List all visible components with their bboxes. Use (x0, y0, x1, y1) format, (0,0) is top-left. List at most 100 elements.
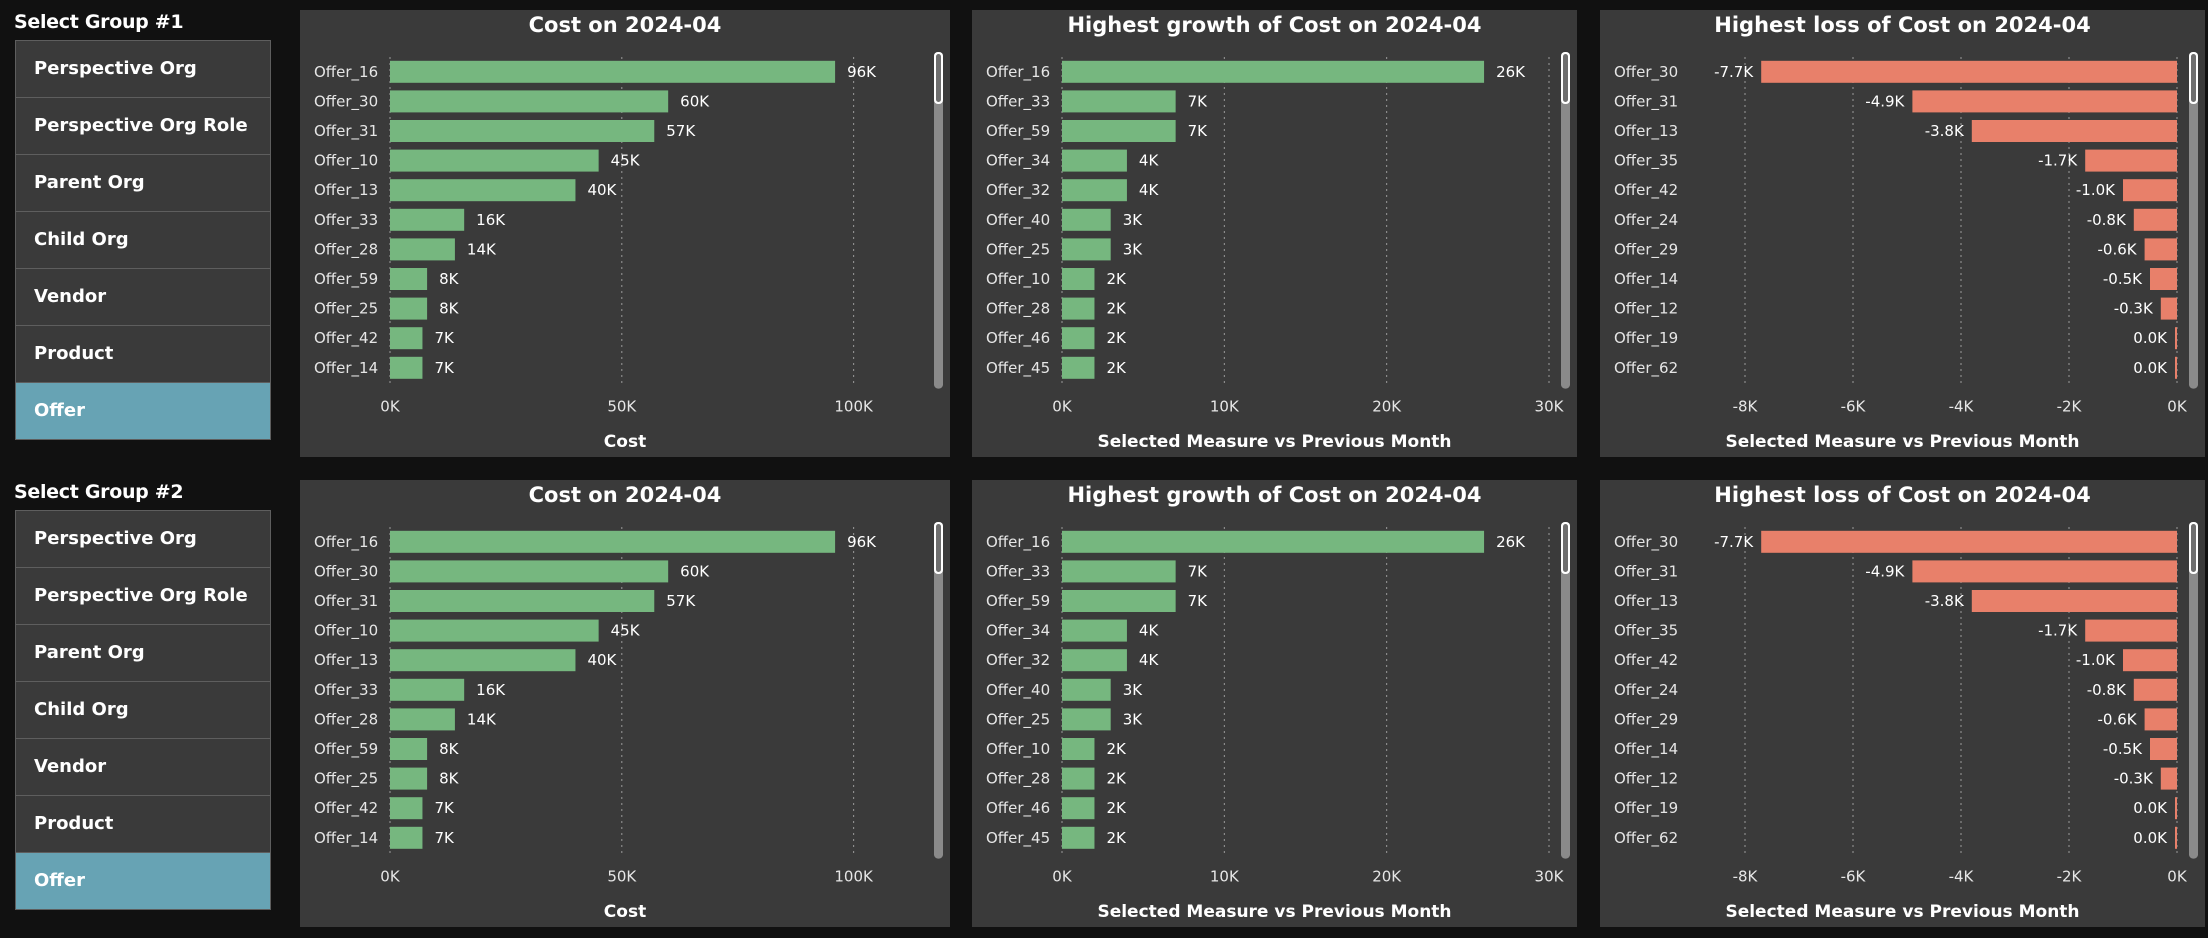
bar[interactable] (390, 120, 655, 142)
bar[interactable] (2144, 708, 2177, 731)
bar[interactable] (2133, 678, 2177, 701)
bar[interactable] (1062, 738, 1095, 760)
bar[interactable] (1062, 327, 1095, 350)
bar[interactable] (390, 356, 423, 379)
category-label: Offer_42 (314, 799, 378, 818)
bar[interactable] (2133, 208, 2177, 231)
bar[interactable] (2160, 297, 2177, 320)
bar[interactable] (390, 590, 655, 612)
category-label: Offer_45 (986, 829, 1050, 848)
bar[interactable] (1062, 120, 1176, 142)
bar[interactable] (1062, 678, 1111, 701)
bar[interactable] (2175, 356, 2177, 379)
bar[interactable] (390, 767, 428, 790)
bar[interactable] (390, 208, 465, 231)
bar[interactable] (390, 560, 669, 583)
scrollbar-track[interactable] (1561, 522, 1570, 859)
bar[interactable] (1062, 530, 1485, 553)
slicer-item-child-org[interactable]: Child Org (16, 212, 270, 269)
bar[interactable] (390, 826, 423, 849)
bar[interactable] (1062, 590, 1176, 612)
scrollbar-track[interactable] (2189, 522, 2198, 859)
bar[interactable] (1062, 356, 1095, 379)
scrollbar-track[interactable] (2189, 52, 2198, 389)
growth-chart-1: Highest growth of Cost on 2024-04 0K 10K 20… (972, 10, 1577, 457)
slicer-item-parent-org[interactable]: Parent Org (16, 625, 270, 682)
bar[interactable] (1062, 649, 1127, 672)
bar[interactable] (2150, 738, 2177, 760)
cost-chart-2: Cost on 2024-04 0K 50K 100K Offer_16 96K Offer… (300, 480, 950, 927)
bar[interactable] (1971, 590, 2177, 612)
data-label: 7K (1188, 122, 1209, 140)
chart-title: Highest loss of Cost on 2024-04 (1714, 483, 2090, 507)
slicer-item-perspective-org-role[interactable]: Perspective Org Role (16, 98, 270, 155)
slicer-item-perspective-org-role[interactable]: Perspective Org Role (16, 568, 270, 625)
bar[interactable] (390, 149, 599, 172)
bar[interactable] (1062, 297, 1095, 320)
bar[interactable] (1971, 120, 2177, 142)
bar[interactable] (2123, 179, 2177, 202)
bar[interactable] (1062, 238, 1111, 261)
bar[interactable] (390, 327, 423, 350)
bar[interactable] (1062, 60, 1485, 83)
scrollbar-track[interactable] (934, 52, 943, 389)
bar[interactable] (390, 678, 465, 701)
chart-title: Highest loss of Cost on 2024-04 (1714, 13, 2090, 37)
data-label: 2K (1106, 829, 1127, 847)
slicer-item-perspective-org[interactable]: Perspective Org (16, 511, 270, 568)
scrollbar-track[interactable] (1561, 52, 1570, 389)
bar[interactable] (390, 619, 599, 642)
category-label: Offer_59 (986, 122, 1050, 141)
bar[interactable] (1062, 560, 1176, 583)
slicer-item-offer[interactable]: Offer (16, 383, 270, 439)
bar[interactable] (1062, 767, 1095, 790)
slicer-item-product[interactable]: Product (16, 796, 270, 853)
bar[interactable] (390, 797, 423, 820)
bar[interactable] (390, 179, 576, 202)
bar[interactable] (2123, 649, 2177, 672)
x-tick-label: 0K (380, 398, 401, 416)
scrollbar-track[interactable] (934, 522, 943, 859)
bar[interactable] (390, 649, 576, 672)
bar[interactable] (390, 530, 836, 553)
bar[interactable] (1912, 560, 2177, 583)
bar[interactable] (390, 738, 428, 760)
bar[interactable] (2175, 797, 2177, 820)
bar[interactable] (1062, 208, 1111, 231)
bar[interactable] (2175, 327, 2177, 350)
bar[interactable] (1761, 60, 2177, 83)
bar[interactable] (1912, 90, 2177, 113)
data-label: -0.3K (2114, 770, 2154, 788)
bar[interactable] (1062, 797, 1095, 820)
slicer-item-parent-org[interactable]: Parent Org (16, 155, 270, 212)
bar[interactable] (2085, 619, 2177, 642)
slicer-item-vendor[interactable]: Vendor (16, 269, 270, 326)
bar[interactable] (2085, 149, 2177, 172)
bar[interactable] (390, 268, 428, 290)
data-label: -1.0K (2076, 651, 2116, 669)
slicer-item-perspective-org[interactable]: Perspective Org (16, 41, 270, 98)
bar[interactable] (2175, 826, 2177, 849)
bar[interactable] (2160, 767, 2177, 790)
slicer-item-product[interactable]: Product (16, 326, 270, 383)
bar[interactable] (1062, 90, 1176, 113)
x-tick-label: 30K (1535, 868, 1565, 886)
bar[interactable] (1062, 268, 1095, 290)
bar[interactable] (390, 90, 669, 113)
bar[interactable] (390, 297, 428, 320)
bar[interactable] (390, 60, 836, 83)
bar[interactable] (2144, 238, 2177, 261)
slicer-item-offer[interactable]: Offer (16, 853, 270, 909)
bar[interactable] (1062, 149, 1127, 172)
bar[interactable] (390, 238, 455, 261)
bar[interactable] (1062, 708, 1111, 731)
category-label: Offer_40 (986, 211, 1050, 230)
bar[interactable] (1761, 530, 2177, 553)
slicer-item-child-org[interactable]: Child Org (16, 682, 270, 739)
bar[interactable] (1062, 179, 1127, 202)
bar[interactable] (1062, 619, 1127, 642)
slicer-item-vendor[interactable]: Vendor (16, 739, 270, 796)
bar[interactable] (1062, 826, 1095, 849)
bar[interactable] (2150, 268, 2177, 290)
bar[interactable] (390, 708, 455, 731)
